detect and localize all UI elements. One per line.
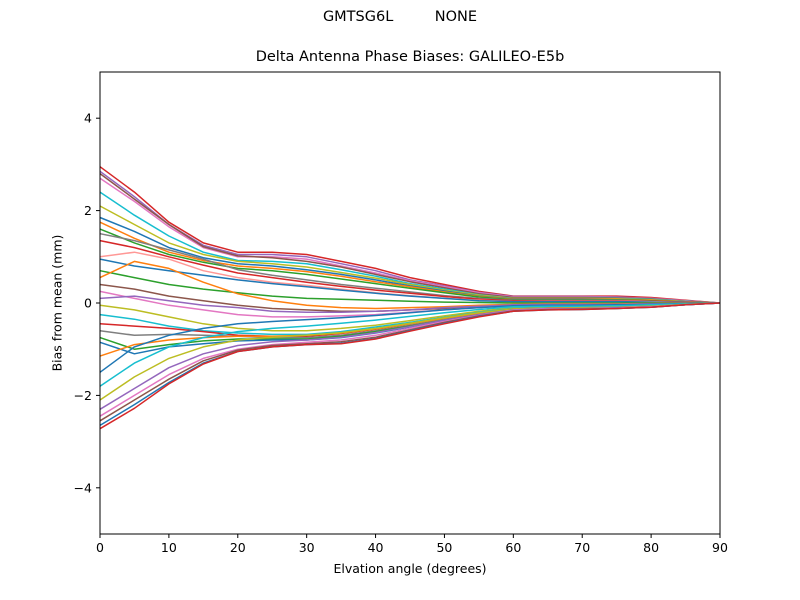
y-tick-label: 4	[84, 111, 92, 126]
series-line-28	[99, 302, 721, 401]
x-tick-label: 10	[161, 540, 177, 555]
x-tick-label: 30	[299, 540, 315, 555]
chart-title: Delta Antenna Phase Biases: GALILEO-E5b	[255, 49, 565, 65]
series-line-33	[99, 302, 721, 430]
x-tick-label: 50	[436, 540, 452, 555]
series-line-13	[99, 258, 721, 304]
y-axis-label: Bias from mean (mm)	[49, 234, 65, 372]
y-axis-ticks: −4 −2 0 2 4	[74, 111, 100, 495]
x-tick-label: 90	[712, 540, 728, 555]
x-tick-label: 80	[643, 540, 659, 555]
x-tick-label: 20	[230, 540, 246, 555]
series-line-29	[99, 302, 721, 410]
y-tick-label: −2	[74, 388, 92, 403]
figure-suptitle: GMTSG6L NONE	[322, 9, 478, 25]
series-line-11	[99, 239, 721, 304]
x-tick-label: 40	[368, 540, 384, 555]
series-layer	[99, 166, 721, 430]
x-tick-label: 60	[505, 540, 521, 555]
x-axis-ticks: 0 10 20 30 40 50 60 70 80 90	[96, 534, 728, 555]
x-tick-label: 0	[96, 540, 104, 555]
series-line-26	[99, 302, 721, 373]
x-axis-label: Elvation angle (degrees)	[333, 561, 487, 576]
series-line-1	[99, 166, 721, 304]
series-line-14	[99, 269, 720, 304]
y-tick-label: −4	[74, 480, 92, 495]
series-line-27	[99, 302, 721, 387]
y-tick-label: 0	[84, 296, 92, 311]
y-tick-label: 2	[84, 203, 92, 218]
x-tick-label: 70	[574, 540, 590, 555]
